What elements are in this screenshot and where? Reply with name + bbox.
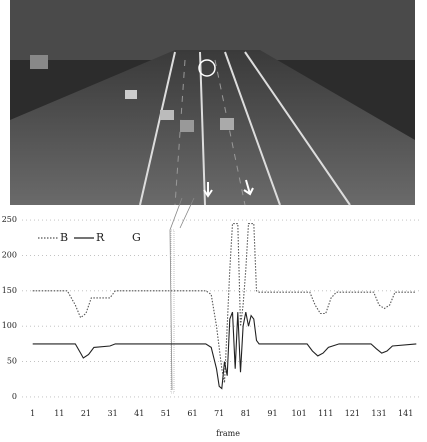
x-tick-label: 21: [81, 409, 91, 418]
x-tick-label: 1: [30, 409, 35, 418]
y-tick-label: 100: [2, 321, 17, 330]
x-tick-label: 51: [161, 409, 171, 418]
legend-label: G: [132, 231, 141, 244]
series-line: [33, 224, 417, 383]
traffic-photo: [10, 0, 415, 205]
figure: frame 0501001502002501112131415161718191…: [0, 0, 427, 442]
x-tick-label: 81: [241, 409, 251, 418]
x-tick-label: 141: [398, 409, 413, 418]
x-tick-label: 11: [54, 409, 64, 418]
legend-label: R: [96, 231, 105, 244]
y-tick-label: 0: [12, 392, 17, 401]
y-tick-label: 200: [2, 250, 17, 259]
x-tick-label: 121: [345, 409, 360, 418]
x-tick-label: 31: [107, 409, 117, 418]
series-line: [33, 312, 417, 388]
legend-label: B: [60, 231, 68, 244]
y-tick-label: 150: [2, 286, 17, 295]
y-tick-label: 250: [2, 215, 17, 224]
y-tick-label: 50: [7, 357, 17, 366]
x-tick-label: 91: [267, 409, 277, 418]
x-tick-label: 71: [214, 409, 224, 418]
x-tick-label: 61: [187, 409, 197, 418]
x-tick-label: 111: [318, 409, 333, 418]
x-tick-label: 41: [134, 409, 144, 418]
x-tick-label: 131: [371, 409, 386, 418]
x-axis-label: frame: [216, 429, 240, 438]
x-tick-label: 101: [291, 409, 306, 418]
